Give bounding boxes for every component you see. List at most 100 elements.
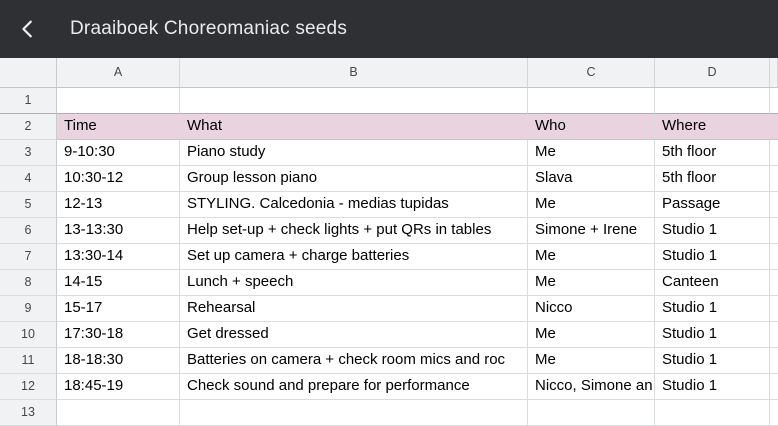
cell-B13[interactable] [180,400,528,426]
cell-A8[interactable]: 14-15 [57,270,180,296]
row-header-13[interactable]: 13 [0,400,57,426]
cell-B7[interactable]: Set up camera + charge batteries [180,244,528,270]
cell-C9[interactable]: Nicco [528,296,655,322]
cell-C11[interactable]: Me [528,348,655,374]
cell-edge-4[interactable] [770,166,778,192]
row-header-3[interactable]: 3 [0,140,57,166]
document-title: Draaiboek Choreomaniac seeds [70,18,348,39]
table-row-6: 6 13-13:30 Help set-up + check lights + pu… [0,218,778,244]
cell-B3[interactable]: Piano study [180,140,528,166]
cell-A3[interactable]: 9-10:30 [57,140,180,166]
cell-D6[interactable]: Studio 1 [655,218,770,244]
column-header-edge[interactable] [770,58,778,88]
column-header-A[interactable]: A [57,58,180,88]
row-header-1[interactable]: 1 [0,88,57,114]
row-header-10[interactable]: 10 [0,322,57,348]
cell-C8[interactable]: Me [528,270,655,296]
cell-C13[interactable] [528,400,655,426]
cell-D7[interactable]: Studio 1 [655,244,770,270]
row-header-5[interactable]: 5 [0,192,57,218]
sheet-body: 1 2 Time What Who Where 3 9-10:30 Piano study Me 5… [0,88,778,426]
table-row-2: 2 Time What Who Where [0,114,778,140]
app-bar: Draaiboek Choreomaniac seeds [0,0,778,58]
cell-C5[interactable]: Me [528,192,655,218]
row-header-2[interactable]: 2 [0,114,57,140]
cell-B2[interactable]: What [180,114,528,140]
table-row-1: 1 [0,88,778,114]
cell-edge-8[interactable] [770,270,778,296]
cell-edge-3[interactable] [770,140,778,166]
table-row-9: 9 15-17 Rehearsal Nicco Studio 1 [0,296,778,322]
table-row-8: 8 14-15 Lunch + speech Me Canteen [0,270,778,296]
cell-edge-10[interactable] [770,322,778,348]
cell-edge-7[interactable] [770,244,778,270]
cell-A6[interactable]: 13-13:30 [57,218,180,244]
row-header-7[interactable]: 7 [0,244,57,270]
row-header-4[interactable]: 4 [0,166,57,192]
table-row-5: 5 12-13 STYLING. Calcedonia - medias tupid… [0,192,778,218]
back-button[interactable] [0,0,56,58]
row-header-12[interactable]: 12 [0,374,57,400]
cell-D5[interactable]: Passage [655,192,770,218]
row-header-11[interactable]: 11 [0,348,57,374]
cell-A9[interactable]: 15-17 [57,296,180,322]
cell-C7[interactable]: Me [528,244,655,270]
chevron-left-icon [17,18,39,40]
table-row-13: 13 [0,400,778,426]
cell-D8[interactable]: Canteen [655,270,770,296]
row-header-8[interactable]: 8 [0,270,57,296]
row-header-6[interactable]: 6 [0,218,57,244]
cell-edge-1[interactable] [770,88,778,114]
cell-C12[interactable]: Nicco, Simone an [528,374,655,400]
cell-D13[interactable] [655,400,770,426]
cell-B12[interactable]: Check sound and prepare for performance [180,374,528,400]
row-header-9[interactable]: 9 [0,296,57,322]
cell-edge-13[interactable] [770,400,778,426]
cell-C6[interactable]: Simone + Irene [528,218,655,244]
cell-A11[interactable]: 18-18:30 [57,348,180,374]
cell-B10[interactable]: Get dressed [180,322,528,348]
column-header-D[interactable]: D [655,58,770,88]
cell-B6[interactable]: Help set-up + check lights + put QRs in … [180,218,528,244]
cell-B8[interactable]: Lunch + speech [180,270,528,296]
cell-C2[interactable]: Who [528,114,655,140]
cell-B5[interactable]: STYLING. Calcedonia - medias tupidas [180,192,528,218]
cell-C10[interactable]: Me [528,322,655,348]
cell-B4[interactable]: Group lesson piano [180,166,528,192]
cell-A7[interactable]: 13:30-14 [57,244,180,270]
cell-A12[interactable]: 18:45-19 [57,374,180,400]
cell-A2[interactable]: Time [57,114,180,140]
table-row-11: 11 18-18:30 Batteries on camera + check ro… [0,348,778,374]
cell-B9[interactable]: Rehearsal [180,296,528,322]
cell-D9[interactable]: Studio 1 [655,296,770,322]
cell-edge-9[interactable] [770,296,778,322]
cell-D10[interactable]: Studio 1 [655,322,770,348]
cell-edge-12[interactable] [770,374,778,400]
cell-D4[interactable]: 5th floor [655,166,770,192]
cell-D1[interactable] [655,88,770,114]
cell-edge-5[interactable] [770,192,778,218]
table-row-4: 4 10:30-12 Group lesson piano Slava 5th floo… [0,166,778,192]
cell-edge-6[interactable] [770,218,778,244]
cell-A13[interactable] [57,400,180,426]
cell-A10[interactable]: 17:30-18 [57,322,180,348]
cell-D3[interactable]: 5th floor [655,140,770,166]
cell-D12[interactable]: Studio 1 [655,374,770,400]
cell-A5[interactable]: 12-13 [57,192,180,218]
cell-A4[interactable]: 10:30-12 [57,166,180,192]
cell-B11[interactable]: Batteries on camera + check room mics an… [180,348,528,374]
cell-B1[interactable] [180,88,528,114]
column-header-B[interactable]: B [180,58,528,88]
cell-C1[interactable] [528,88,655,114]
select-all-corner[interactable] [0,58,57,88]
cell-C4[interactable]: Slava [528,166,655,192]
cell-edge-2[interactable] [770,114,778,140]
column-header-C[interactable]: C [528,58,655,88]
cell-edge-11[interactable] [770,348,778,374]
cell-D11[interactable]: Studio 1 [655,348,770,374]
cell-C3[interactable]: Me [528,140,655,166]
cell-D2[interactable]: Where [655,114,770,140]
cell-A1[interactable] [57,88,180,114]
